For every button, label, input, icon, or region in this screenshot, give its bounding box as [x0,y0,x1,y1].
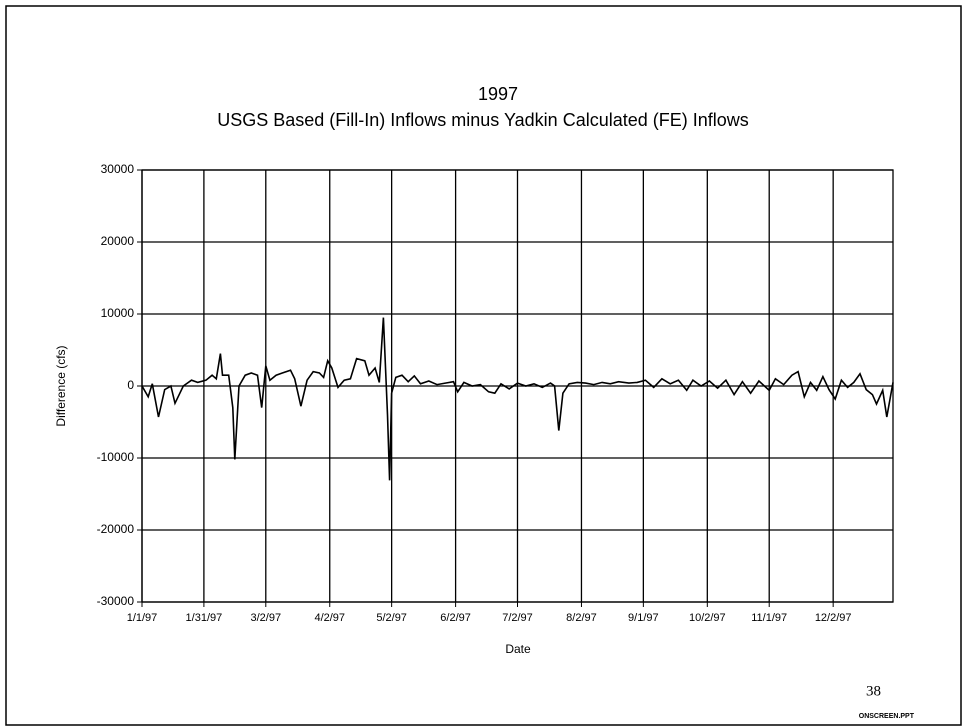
x-tick-label: 7/2/97 [502,612,533,624]
x-tick-label: 1/31/97 [186,612,223,624]
y-tick-label: 0 [127,378,134,392]
x-tick-label: 4/2/97 [314,612,345,624]
y-tick-label: -20000 [97,522,135,536]
data-line [141,317,894,481]
file-name: ONSCREEN.PPT [859,713,915,720]
page-number: 38 [866,683,881,699]
x-tick-label: 5/2/97 [376,612,407,624]
x-tick-label: 8/2/97 [566,612,597,624]
y-tick-label: 10000 [101,306,135,320]
chart-subtitle: USGS Based (Fill-In) Inflows minus Yadki… [217,110,749,130]
x-axis-label: Date [505,642,531,656]
y-tick-label: -30000 [97,594,135,608]
x-tick-label: 10/2/97 [689,612,726,624]
y-tick-label: 30000 [101,162,135,176]
chart-title: 1997 [478,84,518,104]
y-tick-label: -10000 [97,450,135,464]
x-tick-label: 3/2/97 [250,612,281,624]
x-tick-label: 11/1/97 [751,612,787,624]
y-tick-label: 20000 [101,234,135,248]
x-tick-label: 12/2/97 [815,612,852,624]
x-tick-label: 1/1/97 [127,612,158,624]
x-tick-label: 9/1/97 [628,612,659,624]
slide-border [5,5,962,726]
y-axis-label: Difference (cfs) [54,345,68,426]
x-tick-label: 6/2/97 [440,612,471,624]
